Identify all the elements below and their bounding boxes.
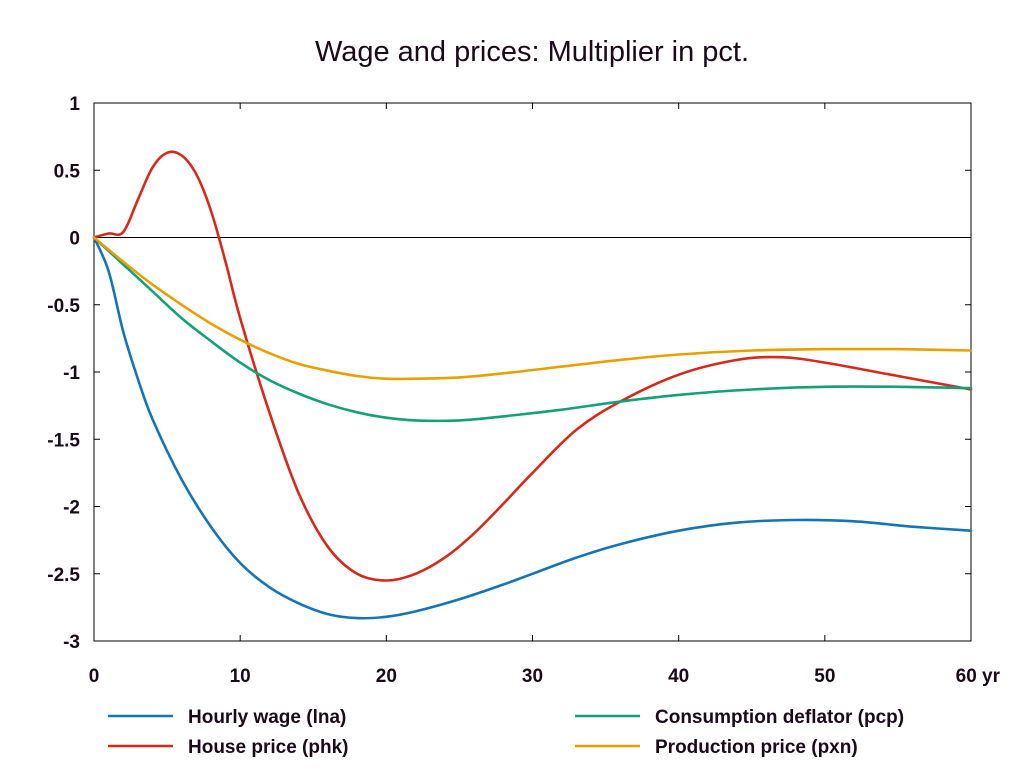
y-tick-label: 0.5 [54,161,81,182]
y-tick-label: -3 [63,632,80,653]
x-tick-label: 10 [230,666,251,687]
series-line-2 [92,236,973,423]
chart-title: Wage and prices: Multiplier in pct. [315,36,749,68]
plot-frame [93,102,972,642]
legend-label: Hourly wage (lna) [188,707,346,728]
y-tick-label: -1.5 [47,430,80,451]
y-tick-label: 0 [69,229,80,250]
x-tick-label: 60 yr [956,666,1001,687]
series-layer [92,150,973,620]
y-tick-label: -2 [63,498,80,519]
x-tick-label: 30 [522,666,543,687]
legend-label: Consumption deflator (pcp) [655,707,904,728]
legend: Hourly wage (lna) House price (phk) Consum… [108,707,904,758]
x-tick-label: 20 [376,666,397,687]
legend-label: House price (phk) [188,737,348,758]
x-tick-label: 40 [668,666,689,687]
y-tick-label: -2.5 [47,565,80,586]
y-tick-label: -0.5 [47,296,80,317]
series-line-3 [92,236,973,381]
legend-label: Production price (pxn) [655,737,858,758]
series-line-0 [92,236,973,620]
y-tick-label: -1 [63,363,80,384]
series-line-1 [92,150,973,582]
axis-ticks: 1 0.5 0 -0.5 -1 -1.5 -2 -2.5 -3 0 10 20 30 40 50 60 yr [47,94,1000,687]
y-tick-label: 1 [69,94,80,115]
x-tick-label: 0 [89,666,100,687]
x-tick-label: 50 [814,666,835,687]
